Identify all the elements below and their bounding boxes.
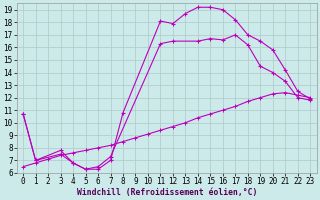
X-axis label: Windchill (Refroidissement éolien,°C): Windchill (Refroidissement éolien,°C) bbox=[76, 188, 257, 197]
